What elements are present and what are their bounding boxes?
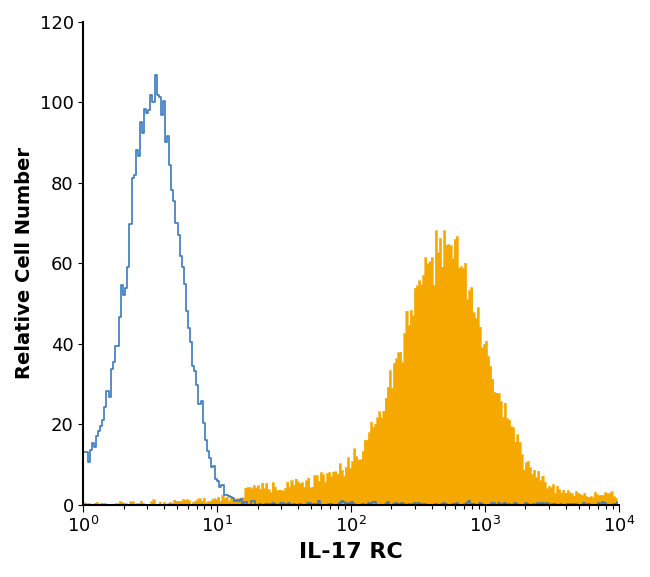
X-axis label: IL-17 RC: IL-17 RC — [299, 542, 403, 562]
Y-axis label: Relative Cell Number: Relative Cell Number — [15, 147, 34, 379]
